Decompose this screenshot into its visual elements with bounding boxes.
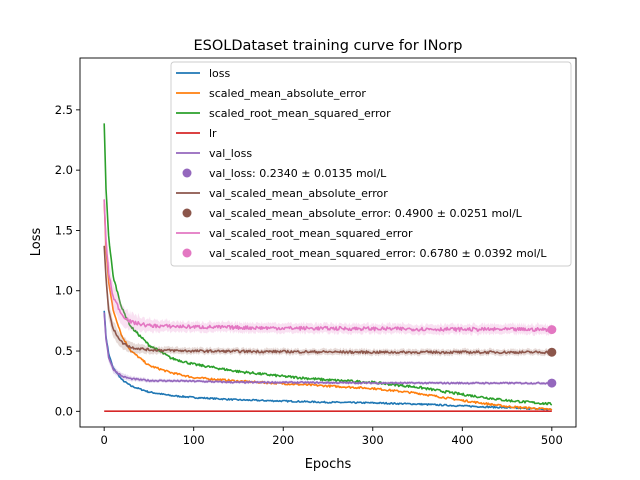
y-axis-label: Loss xyxy=(29,228,44,257)
series-val-loss xyxy=(103,307,553,386)
x-tick-label: 200 xyxy=(272,433,294,447)
series-loss xyxy=(103,310,553,411)
legend-marker-icon xyxy=(182,248,192,258)
x-tick-label: 300 xyxy=(362,433,384,447)
y-axis-ticks: 0.0 0.5 1.0 1.5 2.0 2.5 xyxy=(55,103,80,418)
series-val-scaled-mean-absolute-error xyxy=(103,234,552,357)
band-val-scaled-root-mean-squared-error xyxy=(104,181,552,337)
line-val-scaled-mean-absolute-error xyxy=(103,245,552,355)
y-tick-label: 2.5 xyxy=(55,103,73,117)
y-tick-label: 0.0 xyxy=(55,404,73,418)
legend-label: val_scaled_root_mean_squared_error: 0.67… xyxy=(209,247,547,260)
legend-item: val_scaled_root_mean_squared_error xyxy=(176,227,413,240)
line-loss xyxy=(103,310,553,411)
legend-item: val_scaled_mean_absolute_error: 0.4900 ±… xyxy=(182,207,523,220)
legend-item: lr xyxy=(176,127,217,140)
legend-label: val_loss: 0.2340 ± 0.0135 mol/L xyxy=(209,167,387,180)
legend-label: scaled_mean_absolute_error xyxy=(209,87,366,100)
line-val-loss xyxy=(103,312,553,385)
marker-layer xyxy=(547,325,557,388)
line-scaled-root-mean-squared-error xyxy=(103,123,553,406)
y-tick-label: 2.0 xyxy=(55,163,73,177)
x-axis-ticks: 0 100 200 300 400 500 xyxy=(101,427,563,447)
legend-label: scaled_root_mean_squared_error xyxy=(209,107,391,120)
legend-item: val_scaled_root_mean_squared_error: 0.67… xyxy=(182,247,547,260)
plot-area-frame xyxy=(79,57,577,428)
end-marker-0 xyxy=(547,378,557,388)
y-tick-label: 1.5 xyxy=(55,223,73,237)
legend-label: val_scaled_mean_absolute_error: 0.4900 ±… xyxy=(209,207,523,220)
end-marker-1 xyxy=(547,347,557,357)
legend-marker-icon xyxy=(182,168,192,178)
legend: loss scaled_mean_absolute_error scaled_roo… xyxy=(170,61,572,267)
legend-box xyxy=(170,61,572,267)
series-val-scaled-root-mean-squared-error xyxy=(103,181,553,337)
legend-label: val_scaled_mean_absolute_error xyxy=(209,187,388,200)
series-scaled-root-mean-squared-error xyxy=(103,123,553,406)
chart-title: ESOLDataset training curve for INorp xyxy=(194,38,463,54)
legend-label: lr xyxy=(209,127,217,140)
legend-item: scaled_root_mean_squared_error xyxy=(176,107,391,120)
legend-marker-icon xyxy=(182,208,192,218)
legend-label: val_loss xyxy=(209,147,252,160)
legend-item: loss xyxy=(176,67,231,80)
legend-label: loss xyxy=(209,67,231,80)
x-tick-label: 500 xyxy=(541,433,563,447)
legend-item: val_loss: 0.2340 ± 0.0135 mol/L xyxy=(182,167,387,180)
end-marker-2 xyxy=(547,325,557,335)
x-tick-label: 400 xyxy=(451,433,473,447)
series-scaled-mean-absolute-error xyxy=(103,200,553,411)
y-tick-label: 0.5 xyxy=(55,344,73,358)
series-layer xyxy=(103,123,553,412)
x-tick-label: 0 xyxy=(101,433,108,447)
legend-item: val_scaled_mean_absolute_error xyxy=(176,187,388,200)
x-axis-label: Epochs xyxy=(305,457,352,472)
legend-label: val_scaled_root_mean_squared_error xyxy=(209,227,413,240)
line-val-scaled-root-mean-squared-error xyxy=(103,199,553,333)
legend-item: scaled_mean_absolute_error xyxy=(176,87,366,100)
legend-item: val_loss xyxy=(176,147,252,160)
y-tick-label: 1.0 xyxy=(55,284,73,298)
line-scaled-mean-absolute-error xyxy=(103,200,553,411)
x-tick-label: 100 xyxy=(183,433,205,447)
